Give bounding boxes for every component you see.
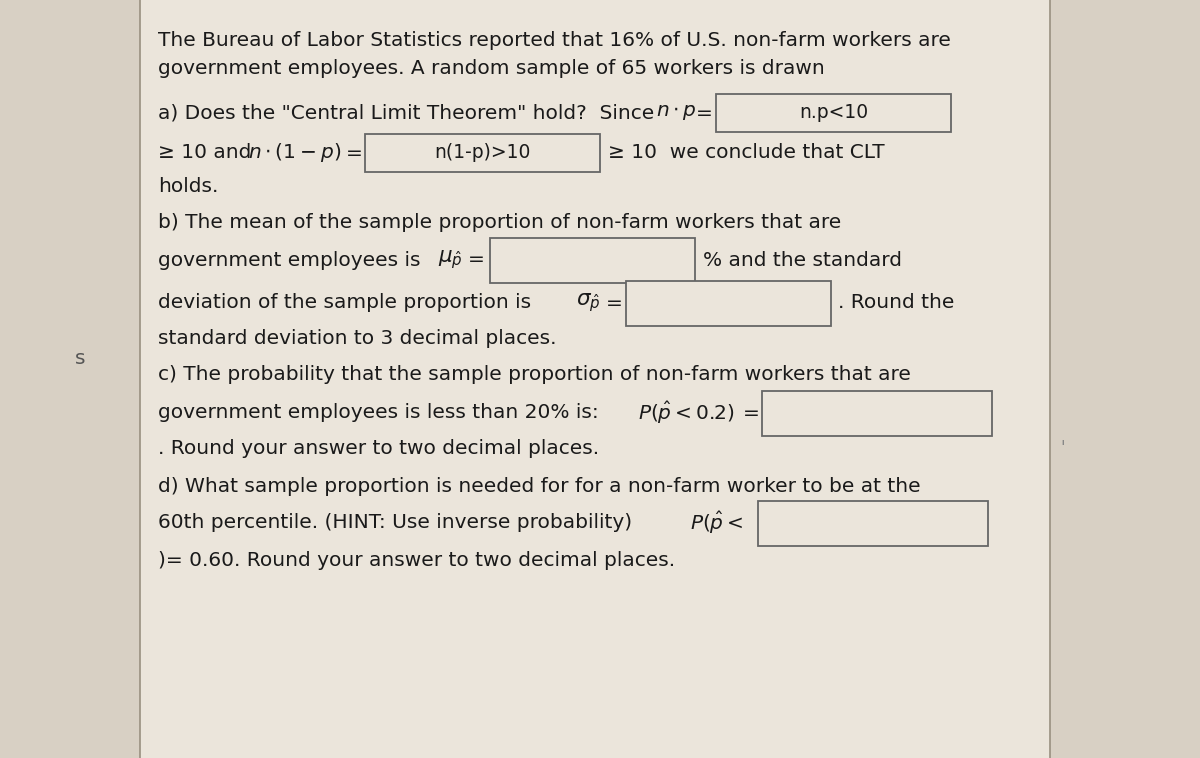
Text: $P(\hat{p} <$: $P(\hat{p} <$ — [690, 510, 744, 536]
Text: =: = — [606, 293, 623, 312]
Text: The Bureau of Labor Statistics reported that 16% of U.S. non-farm workers are: The Bureau of Labor Statistics reported … — [158, 30, 950, 49]
Text: s: s — [74, 349, 85, 368]
Text: a) Does the "Central Limit Theorem" hold?  Since: a) Does the "Central Limit Theorem" hold… — [158, 104, 661, 123]
FancyBboxPatch shape — [762, 390, 992, 436]
Text: ': ' — [1060, 439, 1064, 457]
FancyBboxPatch shape — [365, 134, 600, 172]
Text: $n \cdot p$: $n \cdot p$ — [656, 104, 697, 123]
Text: holds.: holds. — [158, 177, 218, 196]
Text: =: = — [696, 104, 713, 123]
Text: c) The probability that the sample proportion of non-farm workers that are: c) The probability that the sample propo… — [158, 365, 911, 384]
FancyBboxPatch shape — [626, 280, 830, 325]
FancyBboxPatch shape — [716, 94, 952, 132]
Text: ≥ 10 and: ≥ 10 and — [158, 143, 258, 162]
Text: ≥ 10  we conclude that CLT: ≥ 10 we conclude that CLT — [608, 143, 884, 162]
Text: . Round the: . Round the — [838, 293, 954, 312]
Text: government employees is less than 20% is:: government employees is less than 20% is… — [158, 403, 605, 422]
Text: d) What sample proportion is needed for for a non-farm worker to be at the: d) What sample proportion is needed for … — [158, 477, 920, 496]
Text: b) The mean of the sample proportion of non-farm workers that are: b) The mean of the sample proportion of … — [158, 214, 841, 233]
FancyBboxPatch shape — [758, 500, 988, 546]
Text: )= 0.60. Round your answer to two decimal places.: )= 0.60. Round your answer to two decima… — [158, 550, 676, 569]
Text: deviation of the sample proportion is: deviation of the sample proportion is — [158, 293, 538, 312]
Text: . Round your answer to two decimal places.: . Round your answer to two decimal place… — [158, 438, 599, 458]
FancyBboxPatch shape — [140, 0, 1050, 758]
FancyBboxPatch shape — [0, 0, 140, 758]
Text: $\mu_{\hat{p}}$: $\mu_{\hat{p}}$ — [438, 249, 463, 271]
Text: =: = — [468, 250, 485, 270]
Text: $\sigma_{\hat{p}}$: $\sigma_{\hat{p}}$ — [576, 292, 600, 315]
Text: standard deviation to 3 decimal places.: standard deviation to 3 decimal places. — [158, 328, 557, 347]
FancyBboxPatch shape — [490, 237, 695, 283]
Text: government employees is: government employees is — [158, 250, 427, 270]
Text: =: = — [743, 403, 760, 422]
Text: % and the standard: % and the standard — [703, 250, 902, 270]
Text: 60th percentile. (HINT: Use inverse probability): 60th percentile. (HINT: Use inverse prob… — [158, 513, 638, 533]
Text: $n \cdot (1-p)$: $n \cdot (1-p)$ — [248, 142, 341, 164]
Text: n.p<10: n.p<10 — [799, 104, 868, 123]
Text: =: = — [346, 143, 362, 162]
FancyBboxPatch shape — [1050, 0, 1200, 758]
Text: n(1-p)>10: n(1-p)>10 — [434, 143, 530, 162]
Text: $P(\hat{p} < 0.2)$: $P(\hat{p} < 0.2)$ — [638, 400, 734, 426]
Text: government employees. A random sample of 65 workers is drawn: government employees. A random sample of… — [158, 58, 824, 77]
